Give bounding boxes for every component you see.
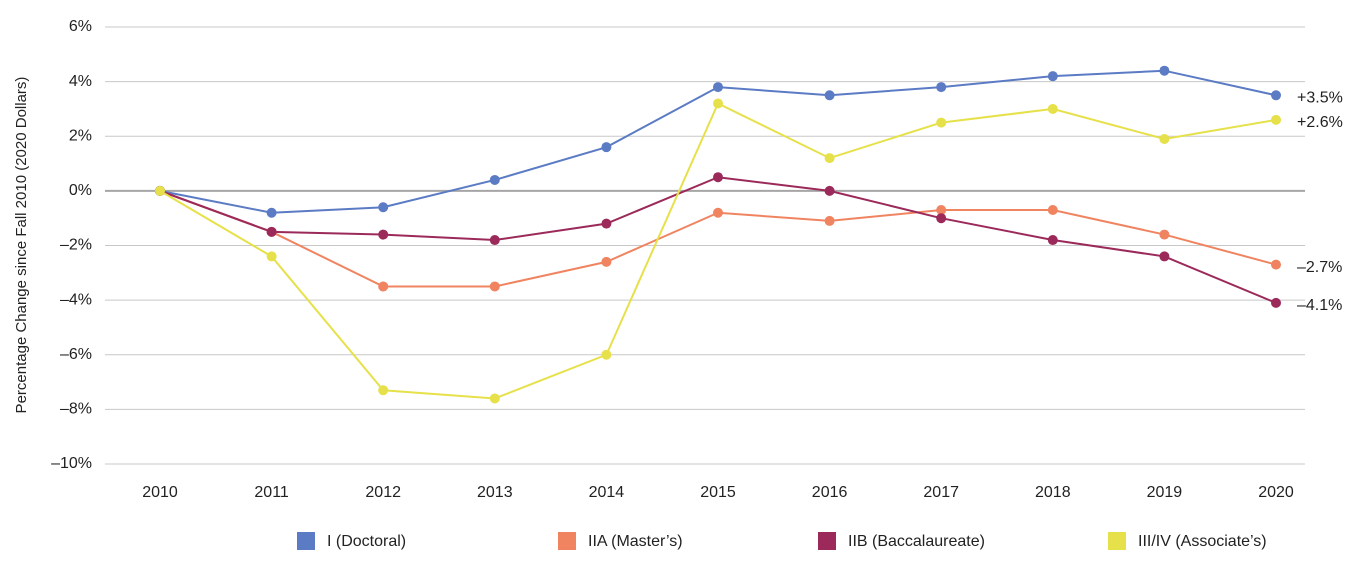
data-point [713,98,723,109]
data-point [155,185,165,196]
end-label: –2.7% [1297,259,1342,276]
data-point [378,229,389,240]
legend-swatch [1108,532,1126,550]
x-tick-label: 2020 [1258,484,1294,501]
data-point [1159,65,1170,76]
data-point [601,256,612,267]
data-point [489,174,500,185]
x-tick-label: 2014 [589,484,625,501]
grid [105,26,1305,465]
legend-label: III/IV (Associate’s) [1138,533,1267,550]
data-point [1159,251,1170,262]
data-point [601,142,612,153]
legend-swatch [558,532,576,550]
y-tick-label: 6% [69,18,92,35]
series-line [159,102,1277,400]
end-label: –4.1% [1297,297,1342,314]
data-point [936,204,947,215]
data-point [1047,103,1058,114]
data-point [266,207,277,218]
data-point [1047,235,1058,246]
data-point [824,153,835,164]
x-tick-label: 2015 [700,484,736,501]
end-label: +2.6% [1297,114,1343,131]
data-point [601,218,612,229]
y-tick-label: 2% [69,127,92,144]
data-point [1159,229,1170,240]
data-point [1271,114,1281,125]
y-tick-label: 4% [69,73,92,90]
legend-label: IIB (Baccalaureate) [848,533,985,550]
end-label: +3.5% [1297,90,1343,107]
data-point [378,385,389,396]
data-point [1271,90,1281,101]
data-point [713,172,723,183]
data-point [489,235,500,246]
data-point [1047,71,1058,82]
x-tick-label: 2017 [923,484,959,501]
legend-label: I (Doctoral) [327,533,406,550]
x-tick-label: 2016 [812,484,848,501]
data-point [936,117,947,128]
legend-swatch [818,532,836,550]
data-point [824,215,835,226]
data-point [378,281,389,292]
y-tick-label: –6% [60,346,92,363]
series-line [159,189,1277,288]
data-point [824,185,835,196]
x-tick-label: 2011 [254,484,289,501]
data-point [378,202,389,213]
legend-label: IIA (Master’s) [588,533,683,550]
x-tick-label: 2013 [477,484,513,501]
data-point [1271,259,1281,270]
data-point [601,349,612,360]
data-point [266,226,277,237]
series-line [159,176,1277,304]
x-tick-label: 2019 [1147,484,1183,501]
y-tick-label: 0% [69,182,92,199]
x-tick-label: 2018 [1035,484,1071,501]
y-tick-label: –10% [51,455,92,472]
legend-swatch [297,532,315,550]
y-axis-title: Percentage Change since Fall 2010 (2020 … [13,77,30,414]
data-point [266,251,277,262]
x-tick-label: 2012 [365,484,401,501]
data-point [713,82,723,93]
data-point [1271,297,1281,308]
x-tick-label: 2010 [142,484,178,501]
data-point [489,281,500,292]
data-point [936,82,947,93]
y-tick-label: –8% [60,401,92,418]
data-point [1159,133,1170,144]
data-point [1047,204,1058,215]
data-point [489,393,500,404]
data-point [824,90,835,101]
y-tick-label: –4% [60,291,92,308]
y-tick-label: –2% [60,237,92,254]
data-point [936,213,947,224]
data-point [713,207,723,218]
